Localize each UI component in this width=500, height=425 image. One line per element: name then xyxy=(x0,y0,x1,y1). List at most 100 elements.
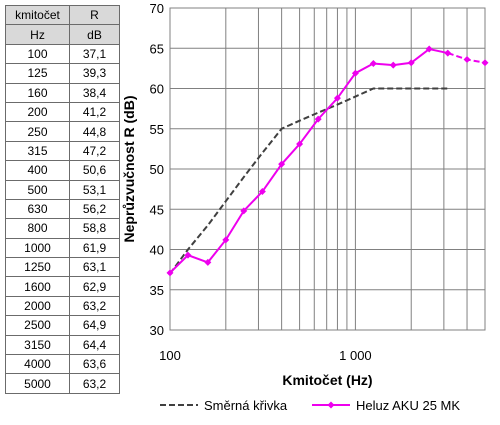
table-unit-frequency: Hz xyxy=(5,24,70,45)
y-tick-label: 35 xyxy=(150,283,164,298)
data-point xyxy=(333,94,341,102)
data-point xyxy=(222,236,230,244)
y-tick-label: 45 xyxy=(150,202,164,217)
table-cell-frequency: 400 xyxy=(5,160,70,181)
table-header-frequency: kmitočet xyxy=(5,4,70,26)
table-cell-frequency: 250 xyxy=(5,121,70,142)
series-line xyxy=(169,47,449,274)
data-point xyxy=(314,115,322,123)
table-cell-frequency: 500 xyxy=(5,179,70,200)
table-cell-frequency: 1600 xyxy=(5,276,70,297)
legend-label-measured: Heluz AKU 25 MK xyxy=(356,398,460,413)
x-tick-label: 1 000 xyxy=(339,348,372,363)
table-cell-r: 63,1 xyxy=(69,257,120,278)
y-tick-label: 30 xyxy=(150,323,164,338)
tick-labels: 30 35 40 45 50 55 60 65 70 100 1 000 xyxy=(150,1,372,363)
data-table: kmitočet R Hz dB 100 37,1 125 39,3 160 38,4 20… xyxy=(5,4,120,394)
table-cell-r: 39,3 xyxy=(69,63,120,84)
y-tick-label: 50 xyxy=(150,162,164,177)
table-row: 5000 63,2 xyxy=(5,373,120,394)
x-axis-title: Kmitočet (Hz) xyxy=(282,372,372,388)
table-unit-r: dB xyxy=(69,24,120,45)
table-cell-r: 63,6 xyxy=(69,354,120,375)
grid xyxy=(169,7,486,331)
y-tick-label: 60 xyxy=(150,82,164,97)
table-cell-frequency: 200 xyxy=(5,101,70,123)
table-cell-frequency: 100 xyxy=(5,43,70,65)
data-point xyxy=(463,56,471,64)
table-cell-r: 47,2 xyxy=(69,140,120,162)
table-cell-r: 64,9 xyxy=(69,315,120,336)
table-row: 315 47,2 xyxy=(5,140,120,162)
table-row: 3150 64,4 xyxy=(5,334,120,356)
table-cell-r: 50,6 xyxy=(69,160,120,181)
table-cell-frequency: 3150 xyxy=(5,334,70,356)
table-row: 2500 64,9 xyxy=(5,315,120,336)
table-header-row: kmitočet R xyxy=(5,4,120,26)
legend-label-reference: Směrná křivka xyxy=(204,398,288,413)
table-cell-r: 61,9 xyxy=(69,237,120,259)
table-row: 800 58,8 xyxy=(5,218,120,239)
data-point xyxy=(184,251,192,259)
data-point xyxy=(389,61,397,69)
table-row: 250 44,8 xyxy=(5,121,120,142)
table-cell-frequency: 2000 xyxy=(5,295,70,317)
table-cell-frequency: 315 xyxy=(5,140,70,162)
y-tick-label: 40 xyxy=(150,243,164,258)
legend-marker-measured xyxy=(327,401,335,409)
data-point xyxy=(425,45,433,53)
table-row: 160 38,4 xyxy=(5,82,120,103)
table-cell-r: 63,2 xyxy=(69,373,120,394)
sound-insulation-chart: 30 35 40 45 50 55 60 65 70 100 1 000 Kmitočet (Hz)… xyxy=(121,1,489,413)
table-cell-frequency: 125 xyxy=(5,63,70,84)
table-cell-frequency: 630 xyxy=(5,198,70,220)
table-row: 2000 63,2 xyxy=(5,295,120,317)
table-row: 4000 63,6 xyxy=(5,354,120,375)
table-row: 200 41,2 xyxy=(5,101,120,123)
table-row: 1250 63,1 xyxy=(5,257,120,278)
table-cell-frequency: 160 xyxy=(5,82,70,103)
table-row: 1600 62,9 xyxy=(5,276,120,297)
table-cell-r: 63,2 xyxy=(69,295,120,317)
table-cell-frequency: 2500 xyxy=(5,315,70,336)
table-row: 125 39,3 xyxy=(5,63,120,84)
series-reference-curve xyxy=(169,87,448,275)
table-cell-r: 38,4 xyxy=(69,82,120,103)
series-line xyxy=(169,87,448,275)
table-cell-r: 56,2 xyxy=(69,198,120,220)
table-cell-frequency: 1000 xyxy=(5,237,70,259)
table-cell-r: 62,9 xyxy=(69,276,120,297)
table-cell-r: 58,8 xyxy=(69,218,120,239)
table-cell-r: 53,1 xyxy=(69,179,120,200)
table-cell-r: 41,2 xyxy=(69,101,120,123)
data-point xyxy=(258,188,266,196)
data-point xyxy=(407,59,415,67)
table-cell-frequency: 800 xyxy=(5,218,70,239)
table-cell-r: 64,4 xyxy=(69,334,120,356)
data-point xyxy=(351,69,359,77)
data-point xyxy=(296,140,304,148)
data-point xyxy=(278,160,286,168)
table-row: 500 53,1 xyxy=(5,179,120,200)
table-cell-r: 37,1 xyxy=(69,43,120,65)
x-tick-label: 100 xyxy=(159,348,181,363)
table-row: 100 37,1 xyxy=(5,43,120,65)
plot-frame xyxy=(169,7,486,331)
y-tick-label: 70 xyxy=(150,1,164,16)
y-axis-title: Neprůzvučnost R (dB) xyxy=(121,96,137,243)
table-cell-frequency: 1250 xyxy=(5,257,70,278)
table-row: 400 50,6 xyxy=(5,160,120,181)
table-units-row: Hz dB xyxy=(5,24,120,45)
data-point xyxy=(166,269,174,277)
y-tick-label: 55 xyxy=(150,122,164,137)
table-row: 1000 61,9 xyxy=(5,237,120,259)
table-cell-frequency: 5000 xyxy=(5,373,70,394)
data-point xyxy=(369,60,377,68)
table-header-r: R xyxy=(69,4,120,26)
table-cell-r: 44,8 xyxy=(69,121,120,142)
data-point xyxy=(481,59,489,67)
table-row: 630 56,2 xyxy=(5,198,120,220)
data-point xyxy=(444,49,452,57)
series xyxy=(166,45,489,277)
series-measured-curve xyxy=(166,45,489,277)
